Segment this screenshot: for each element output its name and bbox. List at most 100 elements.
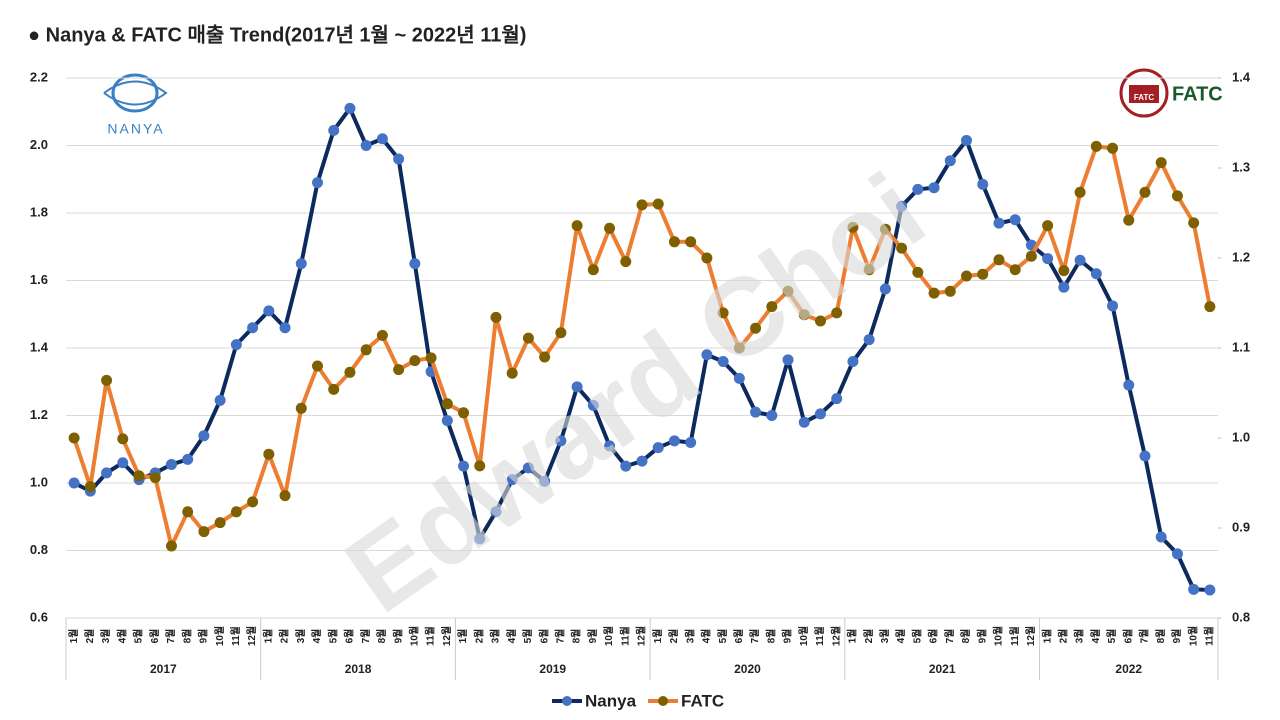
point (1188, 217, 1200, 229)
x-tick-label: 12월 (636, 626, 648, 646)
y2-tick-label: 0.9 (1232, 519, 1250, 534)
x-tick-label: 1월 (1041, 629, 1053, 644)
x-tick-label: 7월 (1139, 629, 1151, 644)
x-tick-label: 9월 (782, 629, 794, 644)
point (701, 252, 713, 264)
x-tick-label: 1월 (847, 629, 859, 644)
point (1123, 379, 1135, 391)
point (214, 517, 226, 529)
x-tick-label: 8월 (960, 629, 972, 644)
x-tick-label: 2월 (279, 629, 291, 644)
point (798, 309, 810, 321)
legend-label: Nanya (585, 691, 637, 710)
y2-tick-label: 1.0 (1232, 429, 1250, 444)
point (506, 367, 518, 379)
point (604, 440, 616, 452)
point (1074, 186, 1086, 198)
point (831, 393, 843, 405)
x-tick-label: 2월 (863, 629, 875, 644)
point (376, 329, 388, 341)
point (230, 339, 242, 351)
point (198, 430, 210, 442)
point (490, 506, 502, 518)
x-group-label: 2018 (345, 662, 372, 676)
point (717, 307, 729, 319)
point (912, 183, 924, 195)
x-tick-label: 12월 (1025, 626, 1037, 646)
x-tick-label: 6월 (149, 629, 161, 644)
point (101, 467, 113, 479)
x-group-label: 2021 (929, 662, 956, 676)
x-tick-label: 3월 (879, 629, 891, 644)
point (490, 311, 502, 323)
x-tick-label: 7월 (360, 629, 372, 644)
x-tick-label: 6월 (538, 629, 550, 644)
x-tick-label: 2월 (668, 629, 680, 644)
x-tick-label: 3월 (295, 629, 307, 644)
x-tick-label: 1월 (262, 629, 274, 644)
x-tick-label: 12월 (441, 626, 453, 646)
x-tick-label: 2월 (1057, 629, 1069, 644)
point (522, 462, 534, 474)
point (425, 352, 437, 364)
point (1188, 583, 1200, 595)
point (279, 322, 291, 334)
point (165, 540, 177, 552)
point (879, 223, 891, 235)
x-tick-label: 9월 (392, 629, 404, 644)
x-tick-label: 11월 (619, 626, 631, 646)
point (279, 490, 291, 502)
point (912, 266, 924, 278)
point (717, 356, 729, 367)
x-tick-label: 3월 (684, 629, 696, 644)
point (571, 220, 583, 232)
x-tick-label: 1월 (68, 629, 80, 644)
x-group-label: 2017 (150, 662, 177, 676)
point (117, 433, 129, 445)
x-tick-label: 11월 (1009, 626, 1021, 646)
x-tick-label: 5월 (717, 629, 729, 644)
point (1090, 140, 1102, 152)
point (1074, 254, 1086, 266)
point (620, 256, 632, 268)
point (636, 199, 648, 211)
logo-shape (1129, 85, 1159, 103)
point (409, 355, 421, 367)
point (539, 475, 551, 487)
point (1042, 253, 1054, 265)
nanya-logo: NANYA (103, 73, 168, 137)
x-tick-label: 1월 (652, 629, 664, 644)
point (393, 364, 405, 376)
point (1009, 264, 1021, 276)
point (750, 406, 762, 418)
point (587, 264, 599, 276)
x-tick-label: 7월 (165, 629, 177, 644)
x-tick-label: 5월 (522, 629, 534, 644)
point (295, 402, 307, 414)
x-tick-label: 2월 (84, 629, 96, 644)
point (944, 155, 956, 167)
point (263, 305, 275, 317)
logo-shape (111, 73, 159, 113)
point (360, 344, 372, 356)
point (474, 460, 486, 472)
point (182, 453, 194, 465)
point (701, 349, 713, 361)
x-tick-label: 9월 (1171, 629, 1183, 644)
point (587, 399, 599, 411)
point (896, 242, 908, 254)
point (831, 307, 843, 319)
x-tick-label: 7월 (749, 629, 761, 644)
point (1090, 268, 1102, 280)
point (84, 481, 96, 493)
point (68, 477, 80, 489)
x-tick-label: 3월 (1074, 629, 1086, 644)
y2-tick-label: 1.4 (1232, 69, 1251, 84)
point (360, 140, 372, 151)
y2-tick-label: 1.3 (1232, 159, 1250, 174)
x-tick-label: 7월 (944, 629, 956, 644)
point (993, 254, 1005, 266)
x-tick-label: 10월 (603, 626, 615, 646)
point (620, 460, 632, 472)
